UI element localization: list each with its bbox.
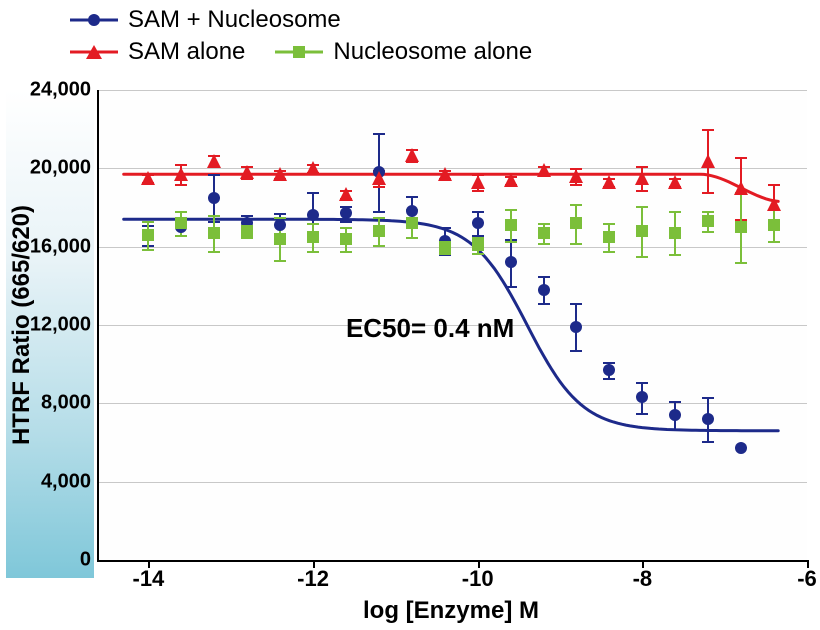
legend-item-sam-alone: SAM alone bbox=[70, 38, 245, 66]
data-point bbox=[141, 171, 155, 185]
data-point bbox=[438, 167, 452, 181]
data-point bbox=[439, 241, 451, 253]
data-point bbox=[504, 173, 518, 187]
y-tick-label: 16,000 bbox=[30, 235, 99, 258]
data-point bbox=[472, 217, 484, 229]
data-point bbox=[538, 227, 550, 239]
data-point bbox=[603, 364, 615, 376]
y-tick-label: 24,000 bbox=[30, 79, 99, 102]
x-axis-label: log [Enzyme] M bbox=[97, 597, 805, 625]
data-point bbox=[274, 219, 286, 231]
data-point bbox=[208, 227, 220, 239]
data-point bbox=[472, 239, 484, 251]
data-point bbox=[669, 227, 681, 239]
y-tick-label: 20,000 bbox=[30, 157, 99, 180]
data-point bbox=[340, 207, 352, 219]
data-point bbox=[603, 231, 615, 243]
data-point bbox=[240, 165, 254, 179]
legend-item-nucleosome-alone: Nucleosome alone bbox=[275, 38, 532, 66]
data-point bbox=[537, 163, 551, 177]
data-point bbox=[701, 154, 715, 168]
data-point bbox=[668, 175, 682, 189]
data-point bbox=[702, 215, 714, 227]
x-tick-label: -12 bbox=[297, 560, 329, 592]
dose-response-chart: SAM + Nucleosome SAM alone Nucleosome al… bbox=[0, 0, 820, 630]
data-point bbox=[208, 192, 220, 204]
data-point bbox=[702, 413, 714, 425]
data-point bbox=[636, 391, 648, 403]
data-point bbox=[538, 284, 550, 296]
data-point bbox=[207, 154, 221, 168]
y-tick-label: 8,000 bbox=[41, 392, 99, 415]
legend: SAM + Nucleosome SAM alone Nucleosome al… bbox=[70, 6, 532, 70]
data-point bbox=[340, 233, 352, 245]
data-point bbox=[307, 231, 319, 243]
data-point bbox=[273, 167, 287, 181]
data-point bbox=[306, 161, 320, 175]
data-point bbox=[406, 205, 418, 217]
data-point bbox=[406, 217, 418, 229]
data-point bbox=[241, 225, 253, 237]
x-tick-label: -14 bbox=[132, 560, 164, 592]
data-point bbox=[735, 221, 747, 233]
data-point bbox=[174, 167, 188, 181]
x-tick-label: -6 bbox=[797, 560, 817, 592]
x-tick-label: -10 bbox=[462, 560, 494, 592]
data-point bbox=[505, 256, 517, 268]
x-tick-label: -8 bbox=[633, 560, 653, 592]
data-point bbox=[372, 171, 386, 185]
data-point bbox=[734, 181, 748, 195]
y-tick-label: 12,000 bbox=[30, 314, 99, 337]
legend-label: SAM + Nucleosome bbox=[128, 6, 341, 34]
data-point bbox=[570, 217, 582, 229]
data-point bbox=[505, 219, 517, 231]
y-tick-label: 4,000 bbox=[41, 470, 99, 493]
data-point bbox=[274, 233, 286, 245]
data-point bbox=[636, 225, 648, 237]
data-point bbox=[471, 175, 485, 189]
data-point bbox=[602, 175, 616, 189]
data-point bbox=[569, 169, 583, 183]
data-point bbox=[570, 321, 582, 333]
data-point bbox=[307, 209, 319, 221]
data-point bbox=[175, 217, 187, 229]
legend-label: SAM alone bbox=[128, 38, 245, 66]
data-point bbox=[669, 409, 681, 421]
legend-label: Nucleosome alone bbox=[333, 38, 532, 66]
plot-area: 04,0008,00012,00016,00020,00024,000-14-1… bbox=[97, 90, 807, 562]
data-point bbox=[142, 229, 154, 241]
data-point bbox=[635, 171, 649, 185]
data-point bbox=[339, 187, 353, 201]
data-point bbox=[767, 197, 781, 211]
fit-curve bbox=[124, 219, 779, 430]
data-point bbox=[405, 148, 419, 162]
legend-item-sam-nucleosome: SAM + Nucleosome bbox=[70, 6, 341, 34]
data-point bbox=[768, 219, 780, 231]
data-point bbox=[373, 225, 385, 237]
data-point bbox=[735, 442, 747, 454]
y-tick-label: 0 bbox=[80, 549, 99, 572]
